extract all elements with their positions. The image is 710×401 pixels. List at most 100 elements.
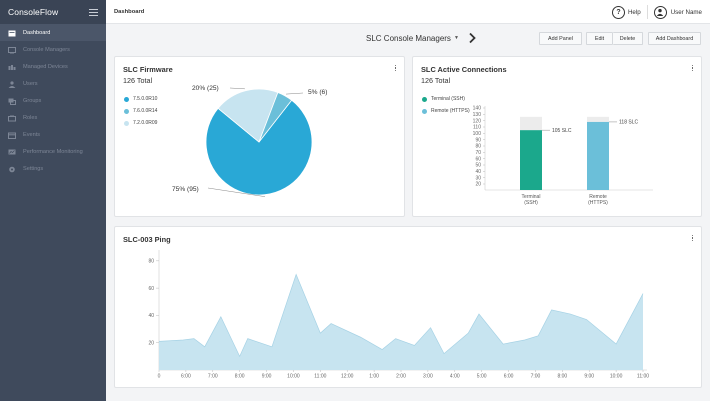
ping-area-chart: 20 40 60 80 0 6:00 7:00 8:00 9:00 10:00 11:00 12:00… [148,250,649,380]
x-tick-label: 12:00 [341,374,354,380]
y-tick-label: 130 [473,112,482,118]
legend-label: 7.6.0.0R14 [133,108,158,114]
legend-swatch [422,108,427,114]
legend-swatch [124,108,129,114]
sidebar-item-label: Managed Devices [23,63,68,70]
x-tick-label: 10:00 [610,374,623,380]
legend-item: 7.6.0.0R14 [124,105,157,117]
sidebar-item-managed-devices[interactable]: Managed Devices [0,58,106,75]
add-dashboard-button[interactable]: Add Dashboard [648,32,701,45]
sidebar-item-console-managers[interactable]: Console Managers [0,41,106,58]
x-tick-label: 6:00 [181,374,191,380]
x-tick-label: 1:00 [369,374,379,380]
x-tick-label: 8:00 [235,374,245,380]
legend-item: 7.2.0.0R09 [124,117,157,129]
x-tick-label: 4:00 [450,374,460,380]
bar[interactable] [520,130,542,190]
sidebar-item-settings[interactable]: Settings [0,160,106,177]
legend-label: Remote (HTTPS) [431,108,470,114]
y-tick-label: 70 [475,150,481,156]
console-manager-icon [8,46,16,53]
legend-label: 7.2.0.0R09 [133,120,158,126]
y-tick-label: 100 [473,131,482,137]
user-avatar-icon[interactable] [653,5,667,19]
y-tick-label: 80 [475,144,481,150]
sidebar-item-label: Roles [23,114,38,121]
settings-icon [8,166,16,172]
x-tick-label: 9:00 [584,374,594,380]
sidebar-item-events[interactable]: Events [0,126,106,143]
legend-label: 7.5.0.0R10 [133,96,158,102]
x-tick-label: 7:00 [531,374,541,380]
edit-button[interactable]: Edit [586,32,613,45]
firmware-legend: 7.5.0.0R10 7.6.0.0R14 7.2.0.0R09 [124,93,157,129]
sidebar-item-roles[interactable]: Roles [0,109,106,126]
y-tick-label: 110 [473,125,481,131]
bar-data-label: 105 SLC [552,128,572,134]
connections-title: SLC Active Connections [421,65,507,74]
x-tick-label: 9:00 [262,374,272,380]
sidebar-item-label: Groups [23,97,42,104]
x-tick-label: Remote [589,194,607,200]
topbar-divider [646,5,648,19]
sidebar-item-performance-monitoring[interactable]: Performance Monitoring [0,143,106,160]
sidebar: ConsoleFlow Dashboard Console Managers Man… [0,0,106,401]
y-tick-label: 60 [148,286,154,292]
ping-menu-icon[interactable] [692,235,694,242]
y-tick-label: 20 [148,340,154,346]
ping-line [158,273,644,358]
firmware-pie-chart: 75% (95) 5% (6) 20% (25) [172,85,327,197]
sidebar-item-dashboard[interactable]: Dashboard [0,24,106,41]
y-tick-label: 120 [473,118,482,124]
x-tick-label: (SSH) [524,200,538,206]
x-tick-label: 8:00 [557,374,567,380]
firmware-menu-icon[interactable] [395,65,397,72]
pie-slice[interactable] [217,88,279,143]
panel-actions: Add Panel [539,32,582,45]
chevron-right-icon[interactable] [467,32,477,44]
connections-menu-icon[interactable] [692,65,694,72]
y-tick-label: 40 [148,313,154,319]
topbar: Dashboard ? Help User Name [106,0,710,24]
y-tick-label: 20 [475,182,481,188]
hamburger-menu-icon[interactable] [89,8,98,16]
events-icon [8,132,16,139]
y-tick-label: 30 [475,175,481,181]
x-tick-label: 10:00 [287,374,300,380]
legend-label: Terminal (SSH) [431,96,465,102]
help-link[interactable]: Help [627,8,641,16]
x-tick-label: 2:00 [396,374,406,380]
x-tick-label: 6:00 [504,374,514,380]
x-tick-label: 0 [158,374,161,380]
sidebar-item-groups[interactable]: Groups [0,92,106,109]
legend-swatch [124,96,129,102]
page-title: Dashboard [114,8,145,15]
sidebar-item-label: Users [23,80,38,87]
firmware-total: 126 Total [123,76,153,85]
y-tick-label: 50 [475,163,481,169]
help-icon[interactable]: ? [611,5,625,19]
dashboard-actions: Add Dashboard [648,32,701,45]
app-logo: ConsoleFlow [8,7,59,17]
firmware-panel: SLC Firmware 126 Total 7.5.0.0R10 7.6.0.0… [114,56,405,217]
firmware-title: SLC Firmware [123,65,173,74]
x-tick-label: 7:00 [208,374,218,380]
pie-slice[interactable] [258,91,293,143]
bar-data-label: 118 SLC [619,120,638,126]
y-tick-label: 80 [148,259,154,265]
sidebar-item-label: Events [23,131,41,138]
delete-button[interactable]: Delete [613,32,643,45]
add-panel-button[interactable]: Add Panel [539,32,582,45]
sidebar-item-label: Performance Monitoring [23,148,83,155]
pie-data-label: 5% (6) [308,89,327,96]
user-menu[interactable]: User Name [670,8,702,16]
sidebar-item-label: Settings [23,165,44,172]
pie-slice[interactable] [205,99,313,196]
legend-item: Terminal (SSH) [422,93,470,105]
y-tick-label: 90 [475,137,481,143]
x-tick-label: 11:00 [314,374,326,380]
console-manager-selector[interactable]: SLC Console Managers ▼ [366,32,477,44]
bar[interactable] [587,121,609,190]
sidebar-item-users[interactable]: Users [0,75,106,92]
